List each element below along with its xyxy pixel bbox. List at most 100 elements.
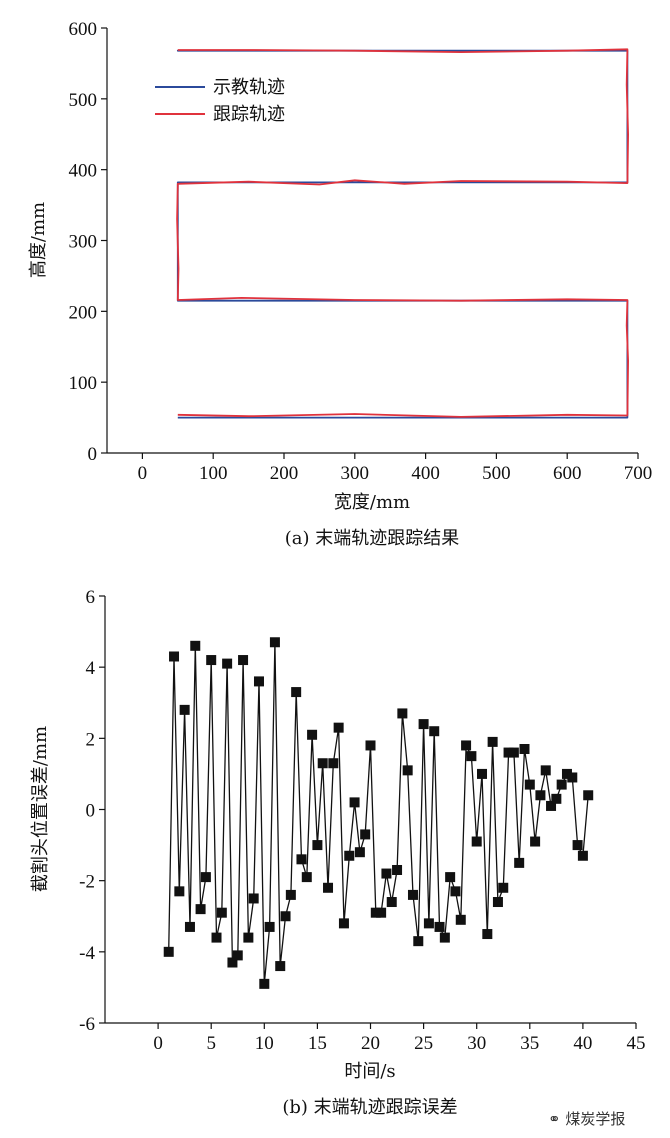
legend-label-tracked: 跟踪轨迹: [213, 104, 285, 125]
err-x-tick-label: 15: [308, 1033, 327, 1054]
err-data-point: [413, 936, 424, 947]
err-data-point: [439, 932, 450, 943]
err-data-point: [323, 882, 334, 893]
traj-y-tick-label: 400: [69, 161, 98, 182]
err-data-point: [206, 655, 217, 666]
err-data-point: [360, 829, 371, 840]
err-data-point: [418, 719, 429, 730]
traj-series-line-1: [176, 48, 629, 418]
traj-x-tick-label: 300: [341, 463, 370, 484]
err-data-point: [376, 907, 387, 918]
err-data-point: [556, 779, 567, 790]
err-y-tick-label: 4: [86, 658, 96, 679]
err-data-point: [487, 736, 498, 747]
err-data-point: [477, 768, 488, 779]
err-data-point: [328, 758, 339, 769]
err-data-point: [301, 872, 312, 883]
traj-y-tick-label: 200: [69, 302, 98, 323]
err-data-point: [561, 768, 572, 779]
err-data-point: [583, 790, 594, 801]
err-data-point: [423, 918, 434, 929]
err-data-point: [546, 800, 557, 811]
traj-y-tick-label: 0: [88, 444, 98, 465]
traj-y-tick-label: 600: [69, 19, 98, 40]
err-data-point: [455, 914, 466, 925]
err-data-point: [211, 932, 222, 943]
err-data-point: [482, 929, 493, 940]
err-data-point: [567, 772, 578, 783]
err-data-point: [238, 655, 249, 666]
err-data-point: [317, 758, 328, 769]
err-data-point: [535, 790, 546, 801]
err-data-point: [519, 744, 530, 755]
err-x-tick-label: 30: [467, 1033, 486, 1054]
err-data-point: [397, 708, 408, 719]
err-x-tick-label: 10: [255, 1033, 274, 1054]
err-data-point: [248, 893, 259, 904]
traj-y-tick-label: 100: [69, 373, 98, 394]
err-x-tick-label: 25: [414, 1033, 433, 1054]
x-axis-label: 宽度/mm: [334, 492, 410, 513]
chart-caption: (b) 末端轨迹跟踪误差: [282, 1097, 457, 1118]
err-y-tick-label: 2: [86, 729, 96, 750]
err-data-point: [222, 658, 233, 669]
err-y-tick-label: 6: [86, 587, 96, 608]
traj-y-tick-label: 300: [69, 232, 98, 253]
err-data-point: [349, 797, 360, 808]
err-data-point: [392, 864, 403, 875]
err-data-point: [227, 957, 238, 968]
err-x-tick-label: 0: [153, 1033, 163, 1054]
error-chart: 0 5 10 15 20 25 30 35 40 45 -6 -4 -2 0 2 4 6 时间/s 截割头位置误…: [30, 587, 646, 1118]
err-data-point: [551, 793, 562, 804]
err-data-point: [381, 868, 392, 879]
err-data-point: [492, 897, 503, 908]
err-data-point: [333, 722, 344, 733]
err-y-tick-label: 0: [86, 801, 96, 822]
err-data-point: [407, 889, 418, 900]
err-data-point: [402, 765, 413, 776]
err-x-tick-label: 35: [520, 1033, 539, 1054]
err-data-point: [370, 907, 381, 918]
err-x-tick-label: 40: [573, 1033, 592, 1054]
err-data-point: [386, 897, 397, 908]
legend: 示教轨迹 跟踪轨迹: [155, 77, 285, 125]
watermark-text: 煤炭学报: [565, 1110, 626, 1128]
traj-x-tick-label: 0: [138, 463, 148, 484]
watermark: ⚭ 煤炭学报: [548, 1108, 625, 1129]
err-data-point: [307, 729, 318, 740]
err-series-line-0: [168, 641, 589, 985]
err-data-point: [503, 747, 514, 758]
err-data-point: [498, 882, 509, 893]
err-data-point: [466, 751, 477, 762]
traj-x-tick-label: 600: [553, 463, 582, 484]
plot-area: 0 5 10 15 20 25 30 35 40 45 -6 -4 -2 0 2 4 6: [79, 587, 645, 1054]
err-data-point: [312, 840, 323, 851]
err-data-point: [195, 904, 206, 915]
err-data-point: [344, 850, 355, 861]
x-axis-label: 时间/s: [344, 1061, 395, 1082]
err-data-point: [445, 872, 456, 883]
traj-x-tick-label: 700: [624, 463, 653, 484]
err-data-point: [285, 889, 296, 900]
err-data-point: [577, 850, 588, 861]
traj-x-tick-label: 500: [482, 463, 511, 484]
err-data-point: [280, 911, 291, 922]
err-data-point: [572, 840, 583, 851]
err-data-point: [200, 872, 211, 883]
err-data-point: [243, 932, 254, 943]
traj-y-tick-label: 500: [69, 90, 98, 111]
err-x-tick-label: 5: [206, 1033, 216, 1054]
y-axis-label: 高度/mm: [28, 202, 49, 278]
err-data-point: [275, 961, 286, 972]
err-data-point: [530, 836, 541, 847]
wechat-icon: ⚭: [548, 1110, 561, 1128]
err-data-point: [434, 921, 445, 932]
err-y-tick-label: -2: [79, 872, 95, 893]
traj-x-tick-label: 200: [270, 463, 299, 484]
traj-x-tick-label: 400: [411, 463, 440, 484]
err-data-point: [264, 921, 275, 932]
err-data-point: [291, 687, 302, 698]
err-data-point: [163, 946, 174, 957]
err-data-point: [169, 651, 180, 662]
chart-caption: (a) 末端轨迹跟踪结果: [285, 528, 460, 549]
